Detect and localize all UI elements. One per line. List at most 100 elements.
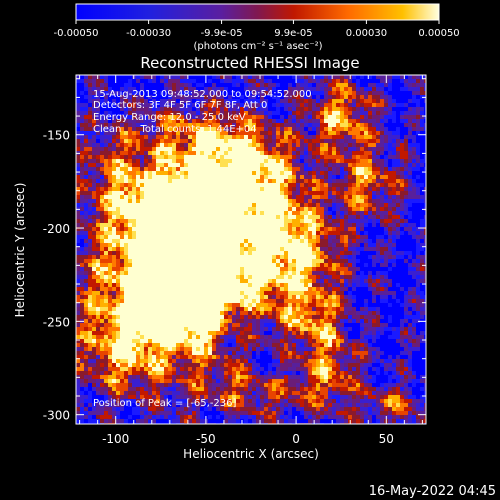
heatmap-cell <box>192 75 197 80</box>
heatmap-cell <box>100 127 105 132</box>
heatmap-cell <box>104 271 109 276</box>
heatmap-cell <box>424 155 426 160</box>
heatmap-cell <box>312 107 317 112</box>
heatmap-cell <box>276 227 281 232</box>
heatmap-cell <box>400 239 405 244</box>
heatmap-cell <box>228 95 233 100</box>
heatmap-cell <box>252 279 257 284</box>
heatmap-cell <box>316 107 321 112</box>
heatmap-cell <box>408 223 413 228</box>
heatmap-cell <box>244 227 249 232</box>
heatmap-cell <box>176 103 181 108</box>
heatmap-cell <box>312 203 317 208</box>
heatmap-cell <box>92 271 97 276</box>
heatmap-cell <box>136 115 141 120</box>
heatmap-cell <box>188 295 193 300</box>
heatmap-cell <box>296 203 301 208</box>
heatmap-cell <box>312 119 317 124</box>
heatmap-cell <box>240 291 245 296</box>
heatmap-cell <box>264 191 269 196</box>
heatmap-cell <box>120 207 125 212</box>
heatmap-cell <box>248 103 253 108</box>
heatmap-cell <box>392 147 397 152</box>
heatmap-cell <box>400 103 405 108</box>
heatmap-cell <box>148 163 153 168</box>
heatmap-cell <box>136 83 141 88</box>
heatmap-cell <box>376 207 381 212</box>
heatmap-cell <box>304 255 309 260</box>
heatmap-cell <box>100 267 105 272</box>
heatmap-cell <box>128 287 133 292</box>
heatmap-cell <box>324 207 329 212</box>
heatmap-cell <box>412 279 417 284</box>
heatmap-cell <box>120 107 125 112</box>
heatmap-cell <box>420 243 425 248</box>
heatmap-cell <box>160 215 165 220</box>
heatmap-cell <box>188 231 193 236</box>
heatmap-cell <box>156 295 161 300</box>
heatmap-cell <box>96 75 101 80</box>
heatmap-cell <box>264 151 269 156</box>
heatmap-cell <box>296 231 301 236</box>
heatmap-cell <box>296 135 301 140</box>
heatmap-cell <box>368 151 373 156</box>
heatmap-cell <box>184 255 189 260</box>
heatmap-cell <box>232 107 237 112</box>
heatmap-cell <box>284 211 289 216</box>
heatmap-cell <box>296 251 301 256</box>
heatmap-cell <box>420 251 425 256</box>
heatmap-cell <box>180 127 185 132</box>
heatmap-cell <box>292 287 297 292</box>
heatmap-cell <box>284 139 289 144</box>
heatmap-cell <box>416 215 421 220</box>
heatmap-cell <box>328 103 333 108</box>
heatmap-cell <box>236 115 241 120</box>
heatmap-cell <box>296 139 301 144</box>
heatmap-cell <box>392 255 397 260</box>
heatmap-cell <box>352 79 357 84</box>
heatmap-cell <box>240 203 245 208</box>
heatmap-cell <box>372 179 377 184</box>
heatmap-cell <box>104 159 109 164</box>
heatmap-cell <box>172 163 177 168</box>
heatmap-cell <box>284 91 289 96</box>
heatmap-cell <box>368 191 373 196</box>
heatmap-cell <box>280 267 285 272</box>
heatmap-cell <box>324 171 329 176</box>
heatmap-cell <box>252 135 257 140</box>
heatmap-cell <box>140 167 145 172</box>
heatmap-cell <box>360 135 365 140</box>
heatmap-cell <box>164 75 169 80</box>
heatmap-cell <box>284 83 289 88</box>
heatmap-cell <box>76 271 81 276</box>
heatmap-cell <box>220 119 225 124</box>
heatmap-cell <box>204 183 209 188</box>
heatmap-cell <box>112 119 117 124</box>
heatmap-cell <box>292 147 297 152</box>
heatmap-cell <box>420 111 425 116</box>
heatmap-cell <box>232 191 237 196</box>
heatmap-cell <box>272 199 277 204</box>
heatmap-cell <box>100 227 105 232</box>
heatmap-cell <box>204 167 209 172</box>
heatmap-cell <box>140 159 145 164</box>
heatmap-cell <box>96 107 101 112</box>
heatmap-cell <box>424 107 426 112</box>
heatmap-cell <box>180 175 185 180</box>
heatmap-cell <box>144 287 149 292</box>
heatmap-cell <box>408 135 413 140</box>
heatmap-cell <box>420 131 425 136</box>
heatmap-cell <box>248 119 253 124</box>
heatmap-cell <box>88 271 93 276</box>
heatmap-cell <box>416 211 421 216</box>
heatmap-cell <box>208 199 213 204</box>
heatmap-cell <box>156 171 161 176</box>
heatmap-cell <box>212 299 217 304</box>
heatmap-cell <box>248 247 253 252</box>
heatmap-cell <box>356 179 361 184</box>
heatmap-cell <box>324 227 329 232</box>
heatmap-cell <box>140 215 145 220</box>
heatmap-cell <box>368 187 373 192</box>
heatmap-cell <box>352 171 357 176</box>
heatmap-cell <box>312 171 317 176</box>
